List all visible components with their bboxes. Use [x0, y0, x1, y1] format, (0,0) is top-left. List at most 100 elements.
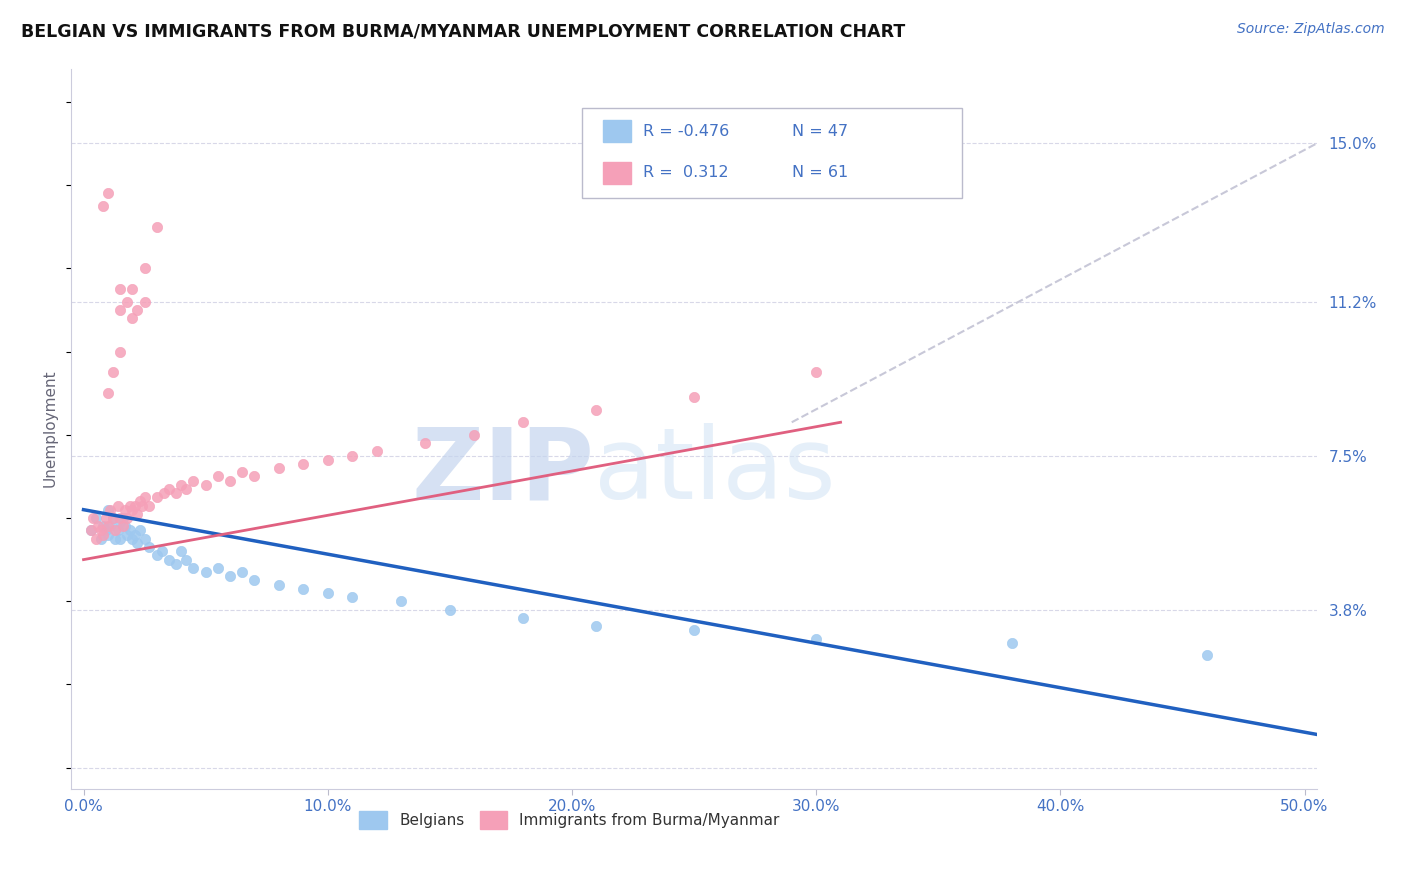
Point: [111, 511, 134, 525]
Point: [111, 519, 134, 533]
Point: [138, 540, 160, 554]
Point: [153, 486, 176, 500]
Point: [683, 624, 706, 638]
Text: atlas: atlas: [595, 423, 837, 520]
Point: [127, 507, 149, 521]
Point: [207, 561, 229, 575]
Point: [165, 557, 187, 571]
Point: [138, 499, 160, 513]
Point: [340, 449, 363, 463]
Point: [94, 524, 117, 538]
Point: [146, 549, 169, 563]
Point: [170, 544, 193, 558]
Point: [107, 524, 129, 538]
Point: [134, 532, 156, 546]
Point: [131, 499, 153, 513]
Point: [243, 469, 266, 483]
Point: [231, 565, 253, 579]
Point: [292, 457, 315, 471]
Text: N = 47: N = 47: [793, 124, 849, 138]
Point: [683, 390, 706, 404]
Point: [104, 524, 127, 538]
Point: [174, 482, 197, 496]
Point: [183, 561, 205, 575]
Point: [804, 632, 827, 646]
Point: [97, 502, 120, 516]
Point: [90, 524, 112, 538]
Point: [194, 477, 217, 491]
Point: [121, 502, 143, 516]
Point: [84, 511, 107, 525]
Point: [183, 474, 205, 488]
Text: R =  0.312: R = 0.312: [643, 165, 728, 180]
Text: R = -0.476: R = -0.476: [643, 124, 730, 138]
Point: [267, 461, 290, 475]
Point: [128, 524, 150, 538]
Point: [292, 582, 315, 596]
Point: [90, 532, 112, 546]
Point: [124, 499, 146, 513]
Point: [121, 282, 143, 296]
Point: [108, 302, 131, 317]
Point: [316, 586, 339, 600]
Point: [94, 511, 117, 525]
Point: [117, 527, 139, 541]
Point: [101, 365, 124, 379]
Point: [170, 477, 193, 491]
Point: [114, 519, 136, 533]
Point: [80, 524, 103, 538]
Point: [100, 502, 122, 516]
Point: [97, 519, 120, 533]
Point: [585, 619, 607, 633]
Point: [127, 302, 149, 317]
Point: [243, 574, 266, 588]
Point: [1000, 636, 1022, 650]
Point: [267, 577, 290, 591]
Point: [389, 594, 412, 608]
Point: [97, 527, 120, 541]
Point: [439, 602, 461, 616]
Point: [82, 511, 104, 525]
Point: [231, 465, 253, 479]
Point: [165, 486, 187, 500]
Point: [108, 344, 131, 359]
Point: [1195, 648, 1218, 663]
Point: [340, 590, 363, 604]
Point: [104, 532, 127, 546]
Legend: Belgians, Immigrants from Burma/Myanmar: Belgians, Immigrants from Burma/Myanmar: [353, 805, 786, 835]
Point: [97, 186, 120, 201]
Point: [463, 427, 485, 442]
Point: [128, 494, 150, 508]
Point: [108, 515, 131, 529]
Point: [124, 527, 146, 541]
Point: [146, 490, 169, 504]
Point: [219, 569, 242, 583]
Point: [512, 415, 534, 429]
Bar: [603, 162, 630, 184]
Text: N = 61: N = 61: [793, 165, 849, 180]
Point: [80, 524, 103, 538]
Point: [108, 282, 131, 296]
Point: [157, 482, 180, 496]
Text: BELGIAN VS IMMIGRANTS FROM BURMA/MYANMAR UNEMPLOYMENT CORRELATION CHART: BELGIAN VS IMMIGRANTS FROM BURMA/MYANMAR…: [21, 22, 905, 40]
Point: [150, 544, 173, 558]
Point: [127, 536, 149, 550]
Point: [585, 402, 607, 417]
Point: [84, 532, 107, 546]
Point: [91, 527, 114, 541]
Point: [366, 444, 388, 458]
Point: [194, 565, 217, 579]
Point: [316, 452, 339, 467]
Point: [121, 532, 143, 546]
Point: [100, 519, 122, 533]
Point: [91, 199, 114, 213]
Text: Source: ZipAtlas.com: Source: ZipAtlas.com: [1237, 22, 1385, 37]
Point: [219, 474, 242, 488]
Point: [107, 499, 129, 513]
Point: [91, 519, 114, 533]
Bar: [603, 120, 630, 142]
Y-axis label: Unemployment: Unemployment: [44, 369, 58, 487]
Point: [121, 311, 143, 326]
Point: [146, 219, 169, 234]
Point: [87, 519, 110, 533]
